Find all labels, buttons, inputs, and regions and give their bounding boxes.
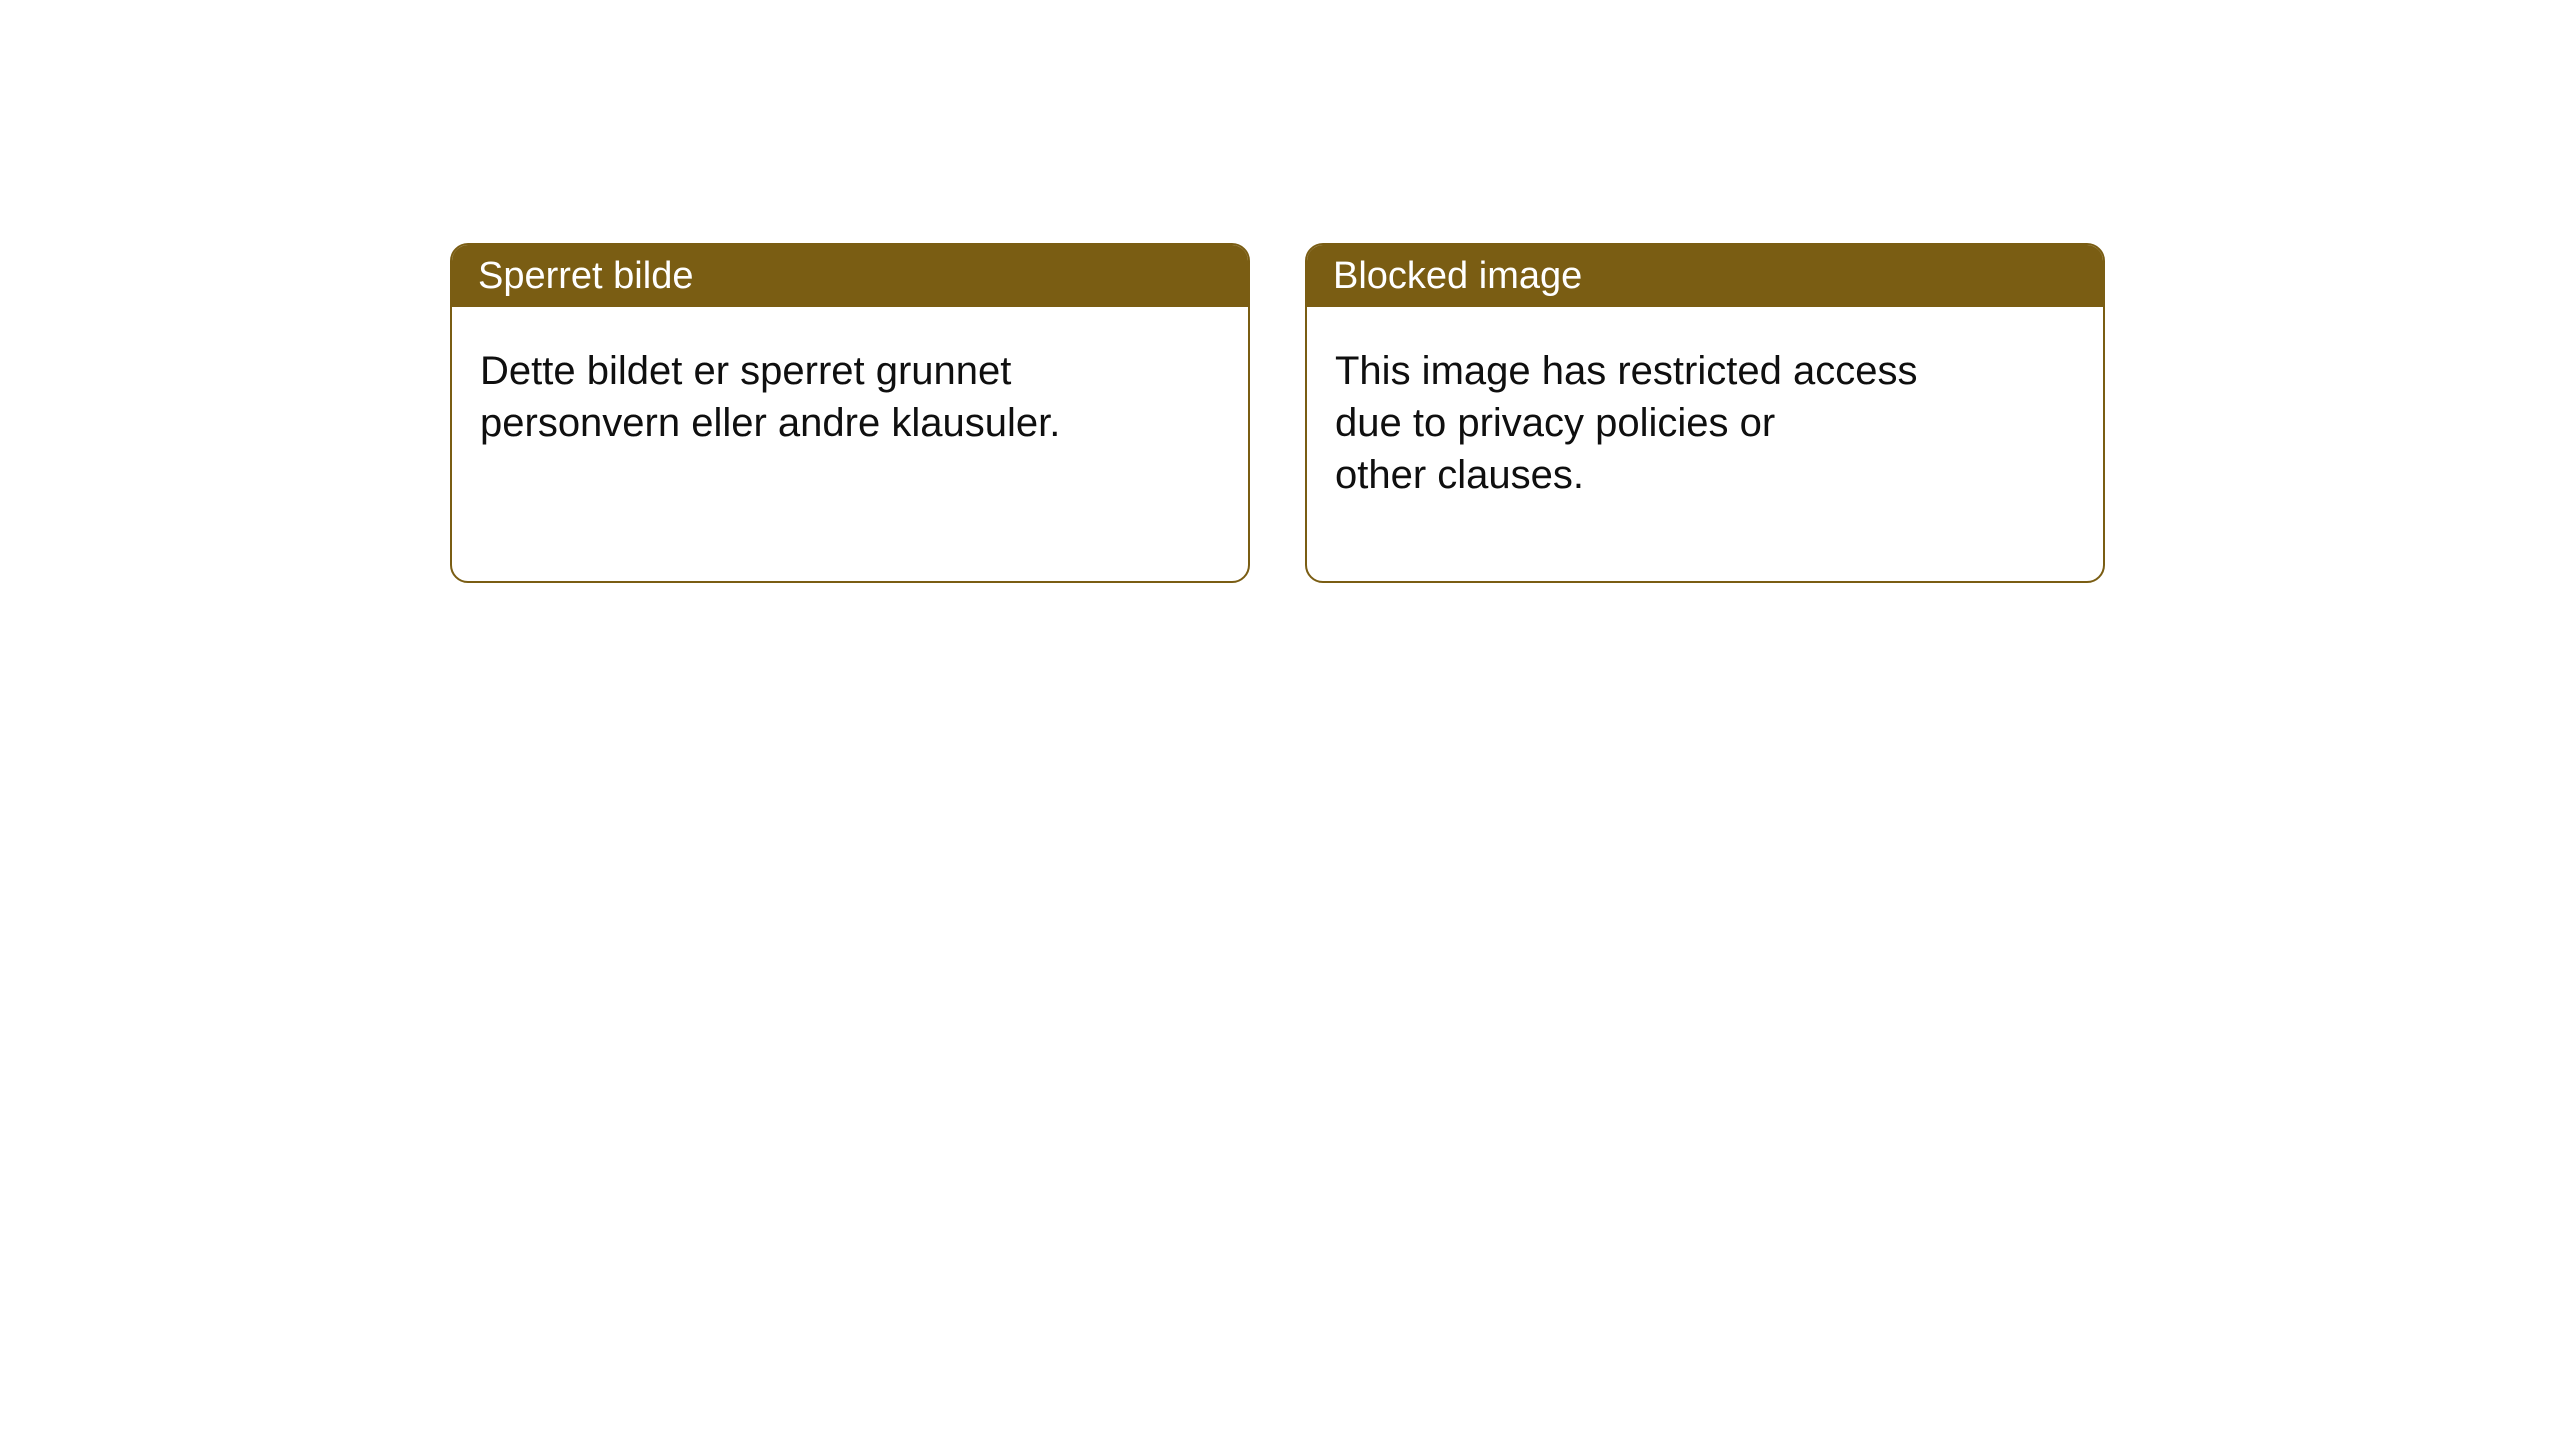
card-header-norwegian: Sperret bilde	[452, 245, 1248, 307]
card-body-norwegian: Dette bildet er sperret grunnet personve…	[452, 307, 1248, 487]
notice-cards-container: Sperret bilde Dette bildet er sperret gr…	[450, 243, 2105, 583]
card-body-english: This image has restricted access due to …	[1307, 307, 2103, 539]
card-title-norwegian: Sperret bilde	[478, 255, 693, 298]
card-header-english: Blocked image	[1307, 245, 2103, 307]
notice-card-norwegian: Sperret bilde Dette bildet er sperret gr…	[450, 243, 1250, 583]
notice-card-english: Blocked image This image has restricted …	[1305, 243, 2105, 583]
card-title-english: Blocked image	[1333, 255, 1582, 298]
